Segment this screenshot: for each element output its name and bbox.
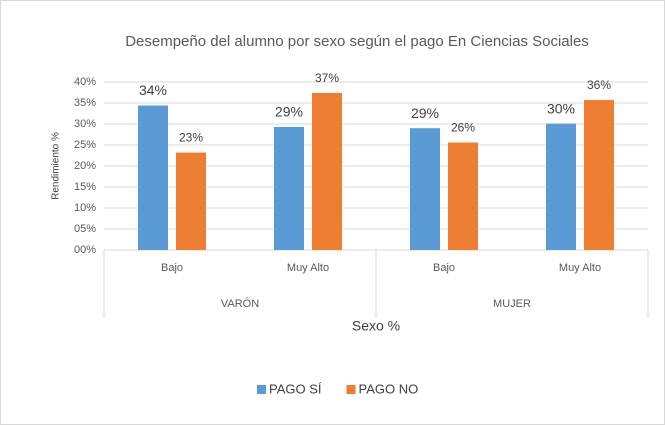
y-tick-label: 00% [74, 244, 96, 256]
data-label: 23% [179, 131, 203, 145]
bar [312, 92, 342, 250]
group-label: VARÓN [221, 297, 259, 310]
data-label: 36% [587, 78, 611, 92]
x-tick-label: Muy Alto [559, 262, 601, 274]
y-tick-label: 15% [74, 181, 96, 193]
bar [448, 142, 478, 250]
group-label: MUJER [493, 298, 531, 310]
bar [274, 126, 304, 250]
x-tick-label: Bajo [433, 262, 455, 274]
y-tick-label: 05% [74, 223, 96, 235]
y-tick-label: 10% [74, 202, 96, 214]
chart-title: Desempeño del alumno por sexo según el p… [125, 33, 589, 50]
bar [138, 105, 168, 251]
data-label: 29% [275, 104, 303, 120]
legend-swatch [346, 385, 356, 394]
x-tick-label: Muy Alto [287, 262, 329, 274]
data-label: 34% [139, 82, 167, 98]
y-tick-label: 30% [74, 118, 96, 130]
legend-swatch [257, 385, 266, 394]
y-tick-label: 25% [74, 139, 96, 151]
bar [584, 100, 614, 250]
legend-label: PAGO SÍ [269, 381, 322, 396]
y-tick-label: 40% [74, 76, 96, 88]
y-tick-label: 35% [74, 97, 96, 109]
y-tick-label: 20% [74, 160, 96, 172]
y-axis-title: Rendimiento % [51, 132, 62, 200]
bar [176, 152, 206, 250]
data-label: 30% [547, 100, 575, 116]
x-tick-label: Bajo [161, 262, 183, 274]
x-axis-title: Sexo % [352, 318, 400, 334]
legend-label: PAGO NO [359, 381, 419, 396]
data-label: 26% [451, 121, 475, 135]
data-label: 29% [411, 105, 439, 121]
bar [546, 123, 576, 250]
bar [410, 128, 440, 250]
data-label: 37% [315, 71, 339, 85]
